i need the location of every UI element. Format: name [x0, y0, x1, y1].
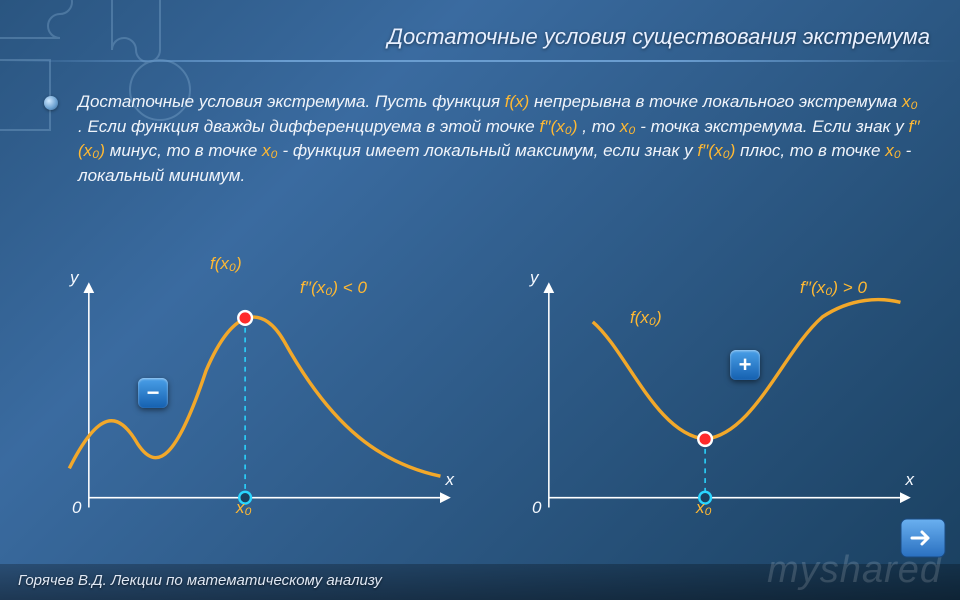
text: непрерывна в точке локального экстремума	[529, 92, 902, 111]
text: Достаточные условия экстремума.	[78, 92, 370, 111]
x0-label: x₀	[236, 498, 252, 518]
page-title: Достаточные условия существования экстре…	[0, 24, 960, 50]
formula-x0: x₀	[262, 141, 278, 160]
fx0-label: f(x₀)	[630, 308, 662, 328]
body-paragraph: Достаточные условия экстремума. Пусть фу…	[78, 90, 920, 189]
title-divider	[0, 60, 960, 62]
origin-label: 0	[72, 498, 81, 518]
chart-maximum: y x 0 x₀ f(x₀) f′′(x₀) < 0 −	[40, 260, 460, 540]
formula-f2: f′′(x₀)	[697, 141, 735, 160]
formula-x0: x₀	[620, 117, 636, 136]
formula-f2: f′′(x₀)	[539, 117, 577, 136]
formula-fx: f(x)	[505, 92, 530, 111]
x-axis-label: x	[906, 470, 915, 490]
bullet-icon	[44, 96, 58, 110]
y-axis-label: y	[530, 268, 539, 288]
text: Пусть функция	[370, 92, 505, 111]
fx0-label: f(x₀)	[210, 254, 242, 274]
text: плюс, то в точке	[735, 141, 885, 160]
formula-x0: x₀	[902, 92, 918, 111]
x0-label: x₀	[696, 498, 712, 518]
text: минус, то в точке	[105, 141, 262, 160]
charts-row: y x 0 x₀ f(x₀) f′′(x₀) < 0 − y x 0 x₀ f(…	[40, 260, 920, 540]
condition-label: f′′(x₀) > 0	[800, 278, 867, 298]
text: - функция имеет локальный максимум, если…	[278, 141, 698, 160]
chart-minimum: y x 0 x₀ f(x₀) f′′(x₀) > 0 +	[500, 260, 920, 540]
origin-label: 0	[532, 498, 541, 518]
plus-badge: +	[730, 350, 760, 380]
x-axis-label: x	[446, 470, 455, 490]
minus-badge: −	[138, 378, 168, 408]
next-slide-button[interactable]	[900, 518, 946, 558]
condition-label: f′′(x₀) < 0	[300, 278, 367, 298]
text: . Если функция дважды дифференцируема в …	[78, 117, 539, 136]
text: - точка экстремума. Если знак у	[636, 117, 909, 136]
y-axis-label: y	[70, 268, 79, 288]
text: , то	[578, 117, 620, 136]
formula-x0: x₀	[885, 141, 901, 160]
